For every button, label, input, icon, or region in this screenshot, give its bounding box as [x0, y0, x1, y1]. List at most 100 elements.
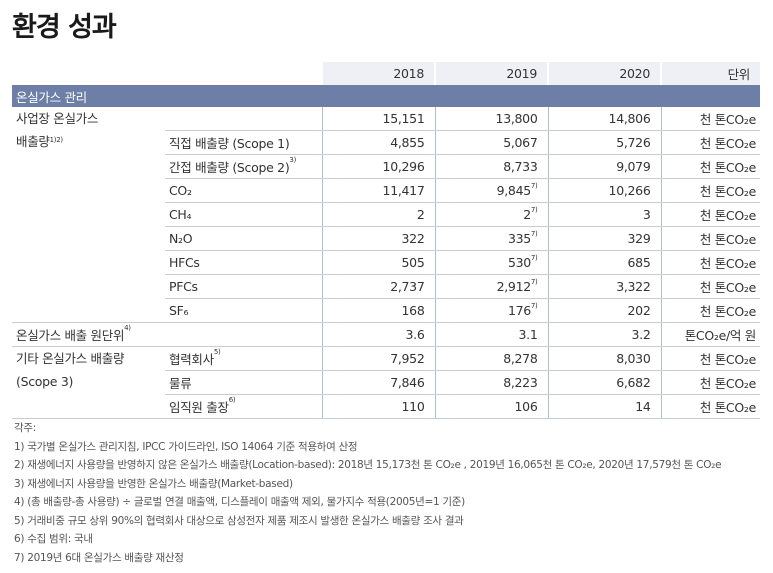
value-2019: 8,278	[434, 346, 548, 371]
value-2019: 13,800	[434, 107, 548, 131]
unit-cell: 천 톤CO₂e	[660, 274, 760, 299]
header-2019: 2019	[434, 62, 548, 85]
value-2019: 106	[434, 394, 548, 419]
table-row: CH₄ 2 27) 3 천 톤CO₂e	[12, 202, 760, 227]
value-2020: 9,079	[547, 154, 661, 179]
header-blank-2	[165, 62, 322, 85]
scope12-label-line2: 배출량1)2)	[16, 130, 165, 153]
scope3-label-line1: 기타 온실가스 배출량	[16, 351, 125, 366]
value-2018: 505	[321, 250, 435, 275]
header-2018: 2018	[321, 62, 435, 85]
table-row: CO₂ 11,417 9,8457) 10,266 천 톤CO₂e	[12, 178, 760, 203]
cell-text: 온실가스 배출 원단위	[16, 328, 125, 343]
row-sublabel: 협력회사5)	[165, 346, 322, 371]
cell-text: 13,800	[495, 111, 538, 126]
row-sublabel: 간접 배출량 (Scope 2)3)	[165, 154, 322, 179]
value-2018: 15,151	[321, 107, 435, 131]
cell-text: N₂O	[169, 231, 193, 246]
footnote-ref: 5)	[213, 348, 221, 356]
header-blank-1	[12, 62, 165, 85]
footnote-ref: 7)	[530, 182, 538, 190]
value-2020: 202	[547, 298, 661, 323]
scope12-label-line1: 사업장 온실가스	[16, 111, 99, 126]
cell-text: HFCs	[169, 255, 200, 270]
value-2018: 4,855	[321, 130, 435, 155]
unit-cell: 톤CO₂e/억 원	[660, 322, 760, 347]
value-2019: 8,733	[434, 154, 548, 179]
unit-cell: 천 톤CO₂e	[660, 154, 760, 179]
cell-text: 임직원 출장	[169, 400, 229, 415]
footnote-ref: 7)	[530, 302, 538, 310]
table-row: 직접 배출량 (Scope 1) 4,855 5,067 5,726 천 톤CO₂e	[12, 130, 760, 155]
table-row-scope3: 기타 온실가스 배출량 (Scope 3) 협력회사5) 7,952 8,278 8,03…	[12, 346, 760, 419]
row-sublabel: N₂O	[165, 226, 322, 251]
ghg-table: 2018 2019 2020 단위 온실가스 관리 사업장 온실가스 배출량1)2…	[12, 62, 760, 419]
footnote-line: 7) 2019년 6대 온실가스 배출량 재산정	[14, 551, 184, 564]
table-row: SF₆ 168 1767) 202 천 톤CO₂e	[12, 298, 760, 323]
value-2018: 2	[321, 202, 435, 227]
cell-text: 2,912	[496, 279, 532, 294]
footnote-ref: 7)	[530, 278, 538, 286]
unit-cell: 천 톤CO₂e	[660, 107, 760, 131]
footnote-line: 4) (총 배출량-총 사용량) ÷ 글로벌 연결 매출액, 디스플레이 매출액…	[14, 496, 465, 508]
value-2019: 3357)	[434, 226, 548, 251]
row-sublabel: CO₂	[165, 178, 322, 203]
row-sublabel: CH₄	[165, 202, 322, 227]
row-sublabel: HFCs	[165, 250, 322, 275]
row-sublabel: SF₆	[165, 298, 322, 323]
value-2019: 8,223	[434, 370, 548, 395]
unit-cell: 천 톤CO₂e	[660, 250, 760, 275]
cell-text: 530	[507, 255, 531, 270]
table-row-scope3: 물류 7,846 8,223 6,682 천 톤CO₂e	[12, 370, 760, 395]
cell-text: 176	[507, 303, 531, 318]
footnote-ref: 7)	[530, 206, 538, 214]
unit-cell: 천 톤CO₂e	[660, 298, 760, 323]
value-2020: 3.2	[547, 322, 661, 347]
cell-text: 협력회사	[169, 352, 214, 367]
table-row: 사업장 온실가스 배출량1)2) 15,151 13,800 14,806 천 톤CO₂e	[12, 107, 760, 323]
unit-cell: 천 톤CO₂e	[660, 370, 760, 395]
value-2019: 27)	[434, 202, 548, 227]
cell-text: SF₆	[169, 303, 189, 318]
value-2020: 8,030	[547, 346, 661, 371]
value-2018: 11,417	[321, 178, 435, 203]
value-2020: 685	[547, 250, 661, 275]
section-row: 온실가스 관리	[12, 85, 760, 107]
table-row-scope3: 임직원 출장6) 110 106 14 천 톤CO₂e	[12, 394, 760, 419]
footnote-ref: 3)	[289, 156, 297, 164]
value-2019: 2,9127)	[434, 274, 548, 299]
footnotes: 각주: 1) 국가별 온실가스 관리지침, IPCC 가이드라인, ISO 140…	[14, 419, 722, 567]
footnotes-heading: 각주:	[14, 422, 36, 434]
cell-text: 간접 배출량 (Scope 2)	[169, 160, 290, 175]
table-row-intensity: 온실가스 배출 원단위4) 3.6 3.1 3.2 톤CO₂e/억 원	[12, 322, 760, 347]
value-2020: 6,682	[547, 370, 661, 395]
footnote-ref: 7)	[530, 254, 538, 262]
row-sublabel: 직접 배출량 (Scope 1)	[165, 130, 322, 155]
value-2018: 110	[321, 394, 435, 419]
footnote-ref: 1)2)	[49, 136, 63, 144]
cell-text: 물류	[169, 376, 192, 391]
value-2018: 7,952	[321, 346, 435, 371]
footnote-line: 2) 재생에너지 사용량을 반영하지 않은 온실가스 배출량(Location-…	[14, 459, 722, 471]
cell-text: CO₂	[169, 183, 192, 198]
cell-text: 335	[507, 231, 531, 246]
table-row: PFCs 2,737 2,9127) 3,322 천 톤CO₂e	[12, 274, 760, 299]
scope3-label-line2: (Scope 3)	[16, 374, 74, 389]
value-2018: 2,737	[321, 274, 435, 299]
cell-text: 2	[523, 207, 531, 222]
value-2018: 322	[321, 226, 435, 251]
section-title: 온실가스 관리	[12, 85, 760, 107]
cell-text: 8,733	[503, 159, 538, 174]
cell-text: PFCs	[169, 279, 198, 294]
footnote-ref: 4)	[124, 324, 131, 332]
value-2020: 3,322	[547, 274, 661, 299]
value-2020: 14	[547, 394, 661, 419]
value-2020: 5,726	[547, 130, 661, 155]
footnote-line: 5) 거래비중 규모 상위 90%의 협력회사 대상으로 삼성전자 제품 제조시…	[14, 514, 464, 527]
value-2018: 10,296	[321, 154, 435, 179]
value-2020: 10,266	[547, 178, 661, 203]
cell-text: 직접 배출량 (Scope 1)	[169, 136, 290, 151]
footnote-ref: 7)	[530, 230, 538, 238]
table-row: N₂O 322 3357) 329 천 톤CO₂e	[12, 226, 760, 251]
